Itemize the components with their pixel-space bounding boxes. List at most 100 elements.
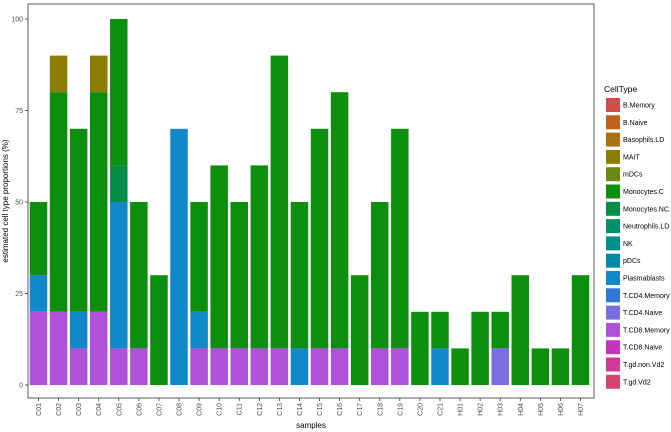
bar-segment-C04-T.CD8.Memory bbox=[89, 311, 108, 385]
x-tick-label: C19 bbox=[397, 403, 404, 416]
x-tick-label: C13 bbox=[277, 403, 284, 416]
x-axis-title: samples bbox=[296, 421, 326, 430]
legend: B.Memory B.Naive Basophils.LD MAIT mDCs Monoc… bbox=[606, 98, 671, 389]
bar-segment-C05-Monocytes.C bbox=[110, 19, 128, 166]
legend-label-Monocytes.C: Monocytes.C bbox=[623, 189, 664, 196]
bar-segment-C20-Monocytes.C bbox=[411, 311, 429, 385]
bar-segment-C01-Plasmablasts bbox=[29, 275, 48, 312]
y-tick-label: 75 bbox=[15, 108, 23, 115]
bar-segment-H04-Monocytes.C bbox=[511, 275, 530, 385]
x-tick-label: C09 bbox=[197, 403, 204, 416]
x-tick-label: C06 bbox=[136, 403, 143, 416]
legend-swatch-T.CD8.Memory bbox=[606, 322, 620, 337]
bar-segment-C02-MAIT bbox=[49, 55, 68, 93]
legend-label-T.CD8.Naive: T.CD8.Naive bbox=[623, 345, 662, 352]
bar-segment-C21-Plasmablasts bbox=[431, 348, 449, 385]
x-axis: C01 C02 C03 C04 C05 C06 C07 C08 C09 C10 C11 C12 C13 C… bbox=[36, 398, 585, 416]
bar-segment-C03-Plasmablasts bbox=[69, 311, 88, 349]
bar-segment-C05-Monocytes.NC.I bbox=[110, 165, 128, 202]
legend-swatch-T.CD8.Naive bbox=[606, 340, 620, 355]
bar-segment-C18-Monocytes.C bbox=[371, 202, 389, 349]
bar-segment-C12-T.CD8.Memory bbox=[250, 348, 269, 385]
legend-label-NK: NK bbox=[623, 241, 633, 248]
bar-segment-C16-Monocytes.C bbox=[330, 92, 349, 349]
legend-label-B.Memory: B.Memory bbox=[623, 103, 655, 110]
y-axis-title: estimated cell type proportions (%) bbox=[1, 139, 10, 263]
legend-label-T.CD8.Memory: T.CD8.Memory bbox=[623, 327, 670, 334]
legend-swatch-T.gd.Vd2 bbox=[606, 374, 620, 389]
bar-segment-C19-Monocytes.C bbox=[391, 128, 409, 349]
legend-swatch-Plasmablasts bbox=[606, 271, 620, 285]
legend-title: CellType bbox=[604, 84, 637, 94]
bar-segment-C21-Monocytes.C bbox=[431, 311, 449, 349]
legend-label-Monocytes.NC.I: Monocytes.NC.I bbox=[623, 206, 671, 213]
x-tick-label: C07 bbox=[156, 403, 163, 416]
x-tick-label: C11 bbox=[237, 403, 244, 415]
y-tick-label: 50 bbox=[15, 200, 23, 207]
x-tick-label: C10 bbox=[217, 403, 224, 416]
legend-label-T.CD4.Memory: T.CD4.Memory bbox=[623, 293, 670, 300]
bar-segment-C13-Monocytes.C bbox=[270, 55, 289, 349]
x-tick-label: C12 bbox=[257, 403, 264, 416]
legend-label-pDCs: pDCs bbox=[623, 258, 641, 265]
x-tick-label: H05 bbox=[538, 403, 545, 416]
x-tick-label: C16 bbox=[337, 403, 344, 416]
legend-swatch-B.Memory bbox=[606, 98, 620, 112]
legend-swatch-B.Naive bbox=[606, 115, 620, 130]
panel-border bbox=[27, 3, 595, 399]
legend-swatch-pDCs bbox=[606, 253, 620, 268]
bar-segment-C16-T.CD8.Memory bbox=[330, 348, 349, 385]
legend-swatch-Basophils.LD bbox=[606, 132, 620, 147]
bar-segment-C04-MAIT bbox=[89, 55, 108, 93]
legend-label-Neutrophils.LD: Neutrophils.LD bbox=[623, 224, 669, 231]
bar-segment-C01-Monocytes.C bbox=[29, 202, 48, 276]
legend-swatch-Monocytes.NC.I bbox=[606, 201, 620, 216]
bar-segment-C05-T.CD8.Memory bbox=[110, 348, 128, 385]
bar-segment-C10-Monocytes.C bbox=[210, 165, 228, 349]
x-tick-label: H07 bbox=[578, 403, 585, 416]
bar-segment-C09-T.CD8.Memory bbox=[190, 348, 208, 385]
bar-segment-C11-Monocytes.C bbox=[230, 202, 248, 349]
x-tick-label: C02 bbox=[56, 403, 63, 416]
legend-label-B.Naive: B.Naive bbox=[623, 120, 648, 127]
x-tick-label: C05 bbox=[116, 403, 123, 416]
bar-segment-C10-T.CD8.Memory bbox=[210, 348, 228, 385]
legend-label-Plasmablasts: Plasmablasts bbox=[623, 276, 665, 283]
y-tick-label: 0 bbox=[19, 383, 23, 390]
y-tick-label: 100 bbox=[11, 17, 23, 24]
legend-swatch-Monocytes.C bbox=[606, 184, 620, 199]
legend-swatch-mDCs bbox=[606, 167, 620, 182]
x-tick-label: C15 bbox=[317, 403, 324, 416]
bar-segment-H01-Monocytes.C bbox=[451, 348, 469, 385]
y-axis: 0 25 50 75 100 bbox=[11, 17, 28, 390]
legend-swatch-MAIT bbox=[606, 149, 620, 164]
x-tick-label: C21 bbox=[437, 403, 444, 416]
bar-segment-H03-Monocytes.C bbox=[491, 311, 509, 349]
x-tick-label: C17 bbox=[357, 403, 364, 416]
bar-segment-C04-Monocytes.C bbox=[89, 92, 108, 312]
bar-segment-C03-Monocytes.C bbox=[69, 128, 88, 312]
x-tick-label: H02 bbox=[478, 403, 485, 416]
x-tick-label: C08 bbox=[177, 403, 184, 416]
bar-segment-H07-Monocytes.C bbox=[571, 275, 590, 385]
bar-segment-C09-Plasmablasts bbox=[190, 311, 208, 349]
legend-label-T.gd.Vd2: T.gd.Vd2 bbox=[623, 379, 651, 386]
legend-label-T.gd.non.Vd2: T.gd.non.Vd2 bbox=[623, 362, 664, 369]
bar-segment-C05-Plasmablasts bbox=[110, 202, 128, 349]
bar-segment-C02-Monocytes.C bbox=[49, 92, 68, 312]
x-tick-label: C01 bbox=[36, 403, 43, 416]
legend-label-mDCs: mDCs bbox=[623, 172, 643, 179]
bar-segment-C12-Monocytes.C bbox=[250, 165, 269, 349]
bars-layer bbox=[29, 19, 590, 386]
x-tick-label: H06 bbox=[558, 403, 565, 416]
x-tick-label: C20 bbox=[417, 403, 424, 416]
x-tick-label: C04 bbox=[96, 403, 103, 416]
legend-label-T.CD4.Naive: T.CD4.Naive bbox=[623, 310, 662, 317]
legend-label-MAIT: MAIT bbox=[623, 154, 640, 161]
bar-segment-C07-Monocytes.C bbox=[150, 275, 168, 385]
bar-segment-C01-T.CD8.Memory bbox=[29, 311, 48, 385]
bar-segment-H05-Monocytes.C bbox=[531, 348, 550, 385]
bar-segment-C18-T.CD8.Memory bbox=[371, 348, 389, 385]
x-tick-label: C18 bbox=[377, 403, 384, 416]
